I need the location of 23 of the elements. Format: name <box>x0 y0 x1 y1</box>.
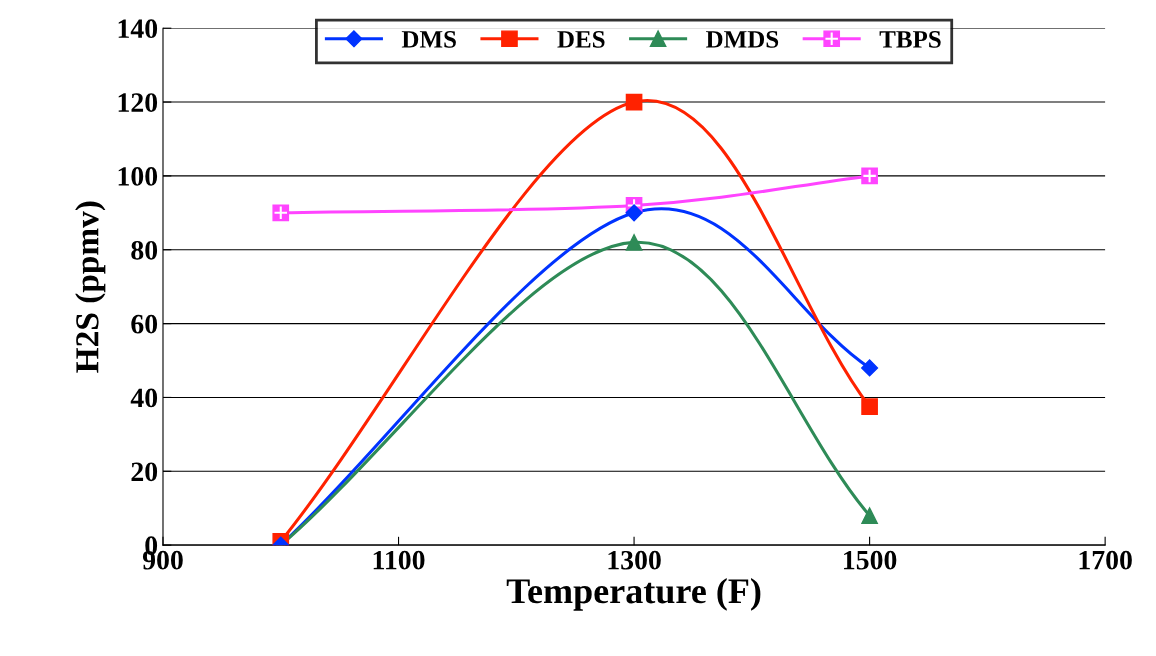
y-tick-label: 100 <box>118 167 158 186</box>
y-tick-label: 60 <box>131 314 158 334</box>
point <box>625 234 643 251</box>
point <box>861 359 879 377</box>
legend-label: TBPS <box>879 30 941 48</box>
y-tick-label: 80 <box>131 240 158 260</box>
legend-label: DMDS <box>706 30 779 48</box>
y-tick-label: 40 <box>130 388 158 408</box>
x-tick-label: 1300 <box>608 550 661 570</box>
y-axis-title: H2S (ppmv) <box>75 201 106 373</box>
point <box>861 507 878 524</box>
x-tick-label: 1500 <box>844 550 897 570</box>
x-axis-title: Temperature (F) <box>506 577 761 611</box>
legend-label: DES <box>557 30 605 48</box>
y-tick-label: 120 <box>118 93 158 112</box>
point <box>861 398 878 416</box>
point <box>625 204 643 222</box>
legend-label: DMS <box>401 30 456 48</box>
y-tick-label: 140 <box>118 19 158 39</box>
x-tick-label: 1100 <box>373 550 425 570</box>
x-tick-label: 1700 <box>1079 550 1132 570</box>
point <box>625 93 643 111</box>
y-tick-label: 20 <box>131 462 158 482</box>
